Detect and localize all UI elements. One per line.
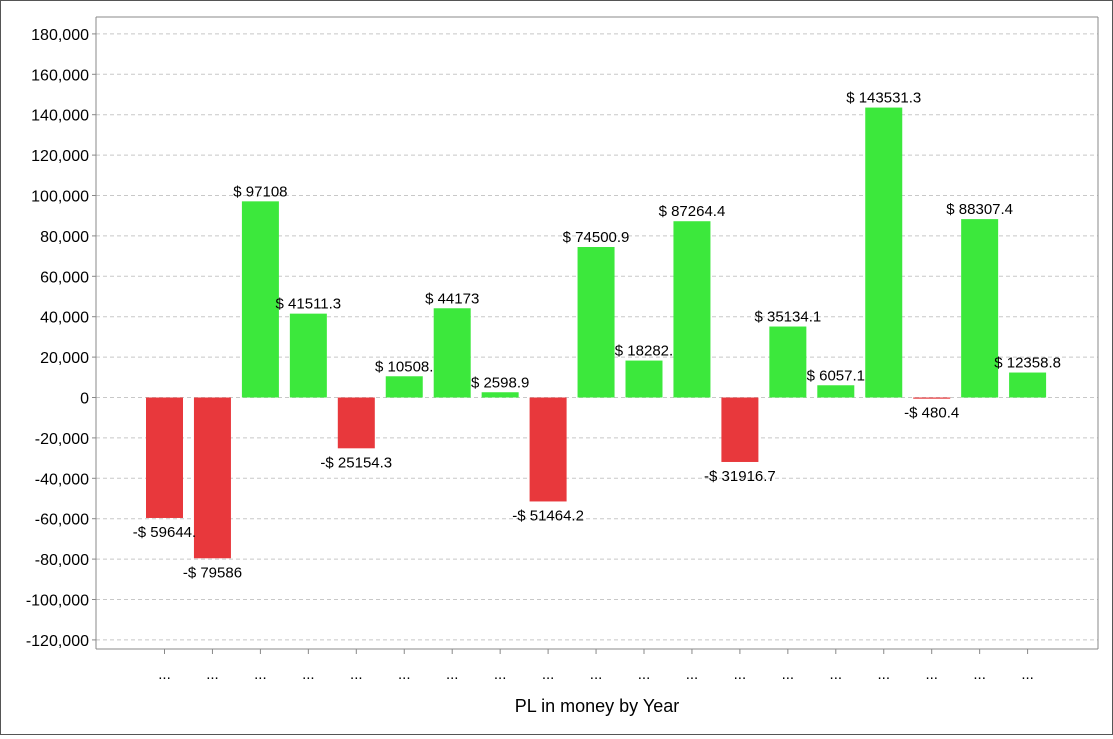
bar bbox=[625, 360, 663, 398]
bar-data-label: $ 41511.3 bbox=[276, 296, 342, 313]
bar bbox=[193, 397, 231, 559]
y-tick-label: 160,000 bbox=[31, 67, 89, 84]
x-tick-label: ... bbox=[254, 666, 267, 683]
bar-data-label: $ 88307.4 bbox=[946, 201, 1013, 218]
bar bbox=[769, 326, 807, 398]
x-tick-label: ... bbox=[638, 666, 651, 683]
x-tick-label: ... bbox=[734, 666, 747, 683]
bar-data-label: $ 44173 bbox=[425, 290, 479, 307]
bar-data-label: -$ 51464.2 bbox=[512, 507, 584, 524]
y-axis-ticks: 180,000 160,000 140,000 120,000 100,000 80,00… bbox=[26, 27, 96, 650]
y-tick-label: 60,000 bbox=[40, 269, 89, 286]
bar bbox=[1009, 372, 1047, 398]
bar-data-label: $ 87264.4 bbox=[659, 203, 726, 220]
bar-data-label: $ 143531.3 bbox=[846, 90, 921, 107]
bar-data-label: $ 97108 bbox=[233, 183, 287, 200]
bar bbox=[865, 107, 903, 398]
bar-data-label: $ 18282. bbox=[615, 343, 673, 360]
bar bbox=[385, 376, 423, 398]
bar-data-label: -$ 480.4 bbox=[904, 404, 959, 421]
y-tick-label: 120,000 bbox=[31, 148, 89, 165]
bar bbox=[289, 313, 327, 398]
x-tick-label: ... bbox=[877, 666, 890, 683]
bar-data-label: -$ 25154.3 bbox=[320, 454, 392, 471]
bar-data-label: $ 2598.9 bbox=[471, 374, 529, 391]
x-tick-label: ... bbox=[590, 666, 603, 683]
x-tick-label: ... bbox=[925, 666, 938, 683]
bar bbox=[337, 397, 375, 449]
bar bbox=[673, 221, 711, 398]
x-tick-label: ... bbox=[158, 666, 171, 683]
bar bbox=[913, 397, 951, 399]
y-tick-label: 80,000 bbox=[40, 229, 89, 246]
x-tick-label: ... bbox=[830, 666, 843, 683]
x-tick-label: ... bbox=[302, 666, 315, 683]
x-tick-label: ... bbox=[350, 666, 363, 683]
y-tick-label: 40,000 bbox=[40, 310, 89, 327]
bar-data-label: $ 35134.1 bbox=[754, 309, 821, 326]
y-tick-label: 100,000 bbox=[31, 189, 89, 206]
y-tick-label: -100,000 bbox=[26, 593, 89, 610]
x-tick-label: ... bbox=[494, 666, 507, 683]
bar-data-label: $ 6057.1 bbox=[807, 367, 865, 384]
x-tick-label: ... bbox=[398, 666, 411, 683]
bar-data-label: -$ 79586 bbox=[183, 564, 242, 581]
bar bbox=[529, 397, 567, 502]
bar-data-label: -$ 59644. bbox=[133, 524, 196, 541]
x-axis-title: PL in money by Year bbox=[515, 696, 679, 716]
bar-data-label: $ 12358.8 bbox=[994, 355, 1061, 372]
x-tick-label: ... bbox=[206, 666, 219, 683]
x-tick-label: ... bbox=[973, 666, 986, 683]
bars bbox=[146, 107, 1047, 559]
y-tick-label: -120,000 bbox=[26, 633, 89, 650]
bar bbox=[481, 392, 519, 398]
y-tick-label: -60,000 bbox=[35, 512, 89, 529]
bar bbox=[433, 308, 471, 398]
y-tick-label: -20,000 bbox=[35, 431, 89, 448]
y-tick-label: 180,000 bbox=[31, 27, 89, 44]
y-tick-label: 0 bbox=[80, 391, 89, 408]
bar bbox=[146, 397, 183, 518]
y-tick-label: 140,000 bbox=[31, 108, 89, 125]
x-tick-label: ... bbox=[1021, 666, 1034, 683]
x-tick-label: ... bbox=[686, 666, 699, 683]
x-axis-ticks: ........................................… bbox=[158, 649, 1034, 683]
x-tick-label: ... bbox=[542, 666, 555, 683]
y-tick-label: -40,000 bbox=[35, 471, 89, 488]
x-tick-label: ... bbox=[782, 666, 795, 683]
bar bbox=[721, 397, 759, 462]
y-tick-label: 20,000 bbox=[40, 350, 89, 367]
bar bbox=[241, 201, 279, 398]
bar bbox=[577, 247, 615, 398]
data-labels: -$ 59644. -$ 79586 $ 97108 $ 41511.3 -$ 2515… bbox=[133, 90, 1061, 582]
bar bbox=[961, 219, 999, 398]
y-tick-label: -80,000 bbox=[35, 552, 89, 569]
bar-data-label: $ 10508. bbox=[375, 358, 433, 375]
x-tick-label: ... bbox=[446, 666, 459, 683]
bar-data-label: -$ 31916.7 bbox=[704, 468, 776, 485]
bar-data-label: $ 74500.9 bbox=[563, 229, 630, 246]
bar bbox=[817, 385, 855, 398]
